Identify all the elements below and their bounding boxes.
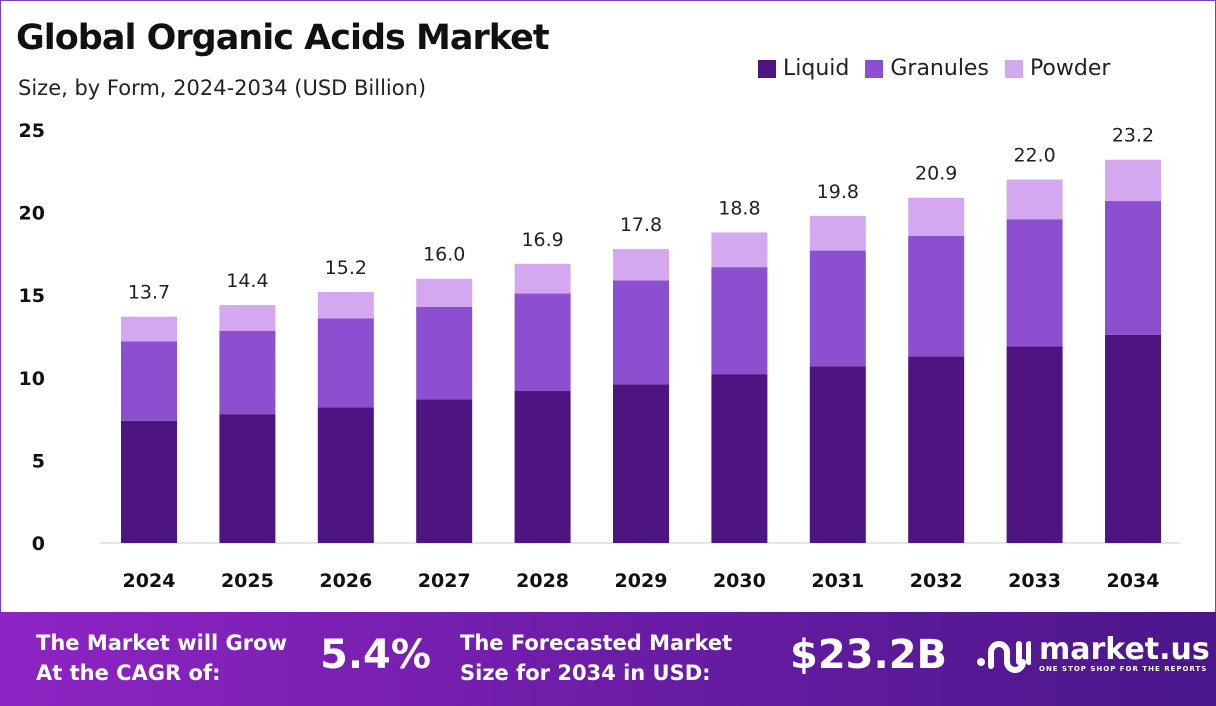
legend-swatch <box>758 59 776 78</box>
bar-granules-2028 <box>514 293 571 392</box>
bar-granules-2026 <box>317 318 374 408</box>
total-label: 23.2 <box>1112 125 1154 147</box>
legend: Liquid Granules Powder <box>758 56 1110 81</box>
x-tick-label: 2031 <box>811 570 864 592</box>
y-tick-label: 25 <box>19 120 45 142</box>
x-tick-label: 2025 <box>221 570 274 592</box>
total-label: 16.9 <box>521 229 563 251</box>
x-tick-label: 2028 <box>516 570 569 592</box>
bar-powder-2027 <box>416 278 473 307</box>
legend-label: Powder <box>1029 56 1111 81</box>
total-label: 20.9 <box>915 163 957 185</box>
chart: 0510152025202413.7202514.4202615.2202716… <box>19 120 1180 592</box>
chart-subtitle: Size, by Form, 2024-2034 (USD Billion) <box>18 76 427 100</box>
y-tick-label: 5 <box>32 450 45 472</box>
bar-liquid-2028 <box>514 391 571 543</box>
legend-item: Granules <box>865 56 989 81</box>
y-tick-label: 20 <box>19 203 45 225</box>
total-label: 16.0 <box>423 244 465 266</box>
bar-liquid-2024 <box>121 420 177 543</box>
x-tick-label: 2032 <box>910 570 963 592</box>
y-tick-label: 15 <box>19 285 45 307</box>
x-tick-label: 2033 <box>1008 570 1061 592</box>
bar-liquid-2025 <box>219 414 276 543</box>
x-tick-label: 2030 <box>713 570 766 592</box>
legend-swatch <box>1004 59 1023 78</box>
bar-liquid-2027 <box>416 399 473 543</box>
bar-granules-2031 <box>809 250 866 367</box>
y-tick-label: 0 <box>32 533 45 555</box>
legend-item: Powder <box>1004 56 1111 81</box>
legend-label: Liquid <box>783 56 850 81</box>
size-value: $23.2B <box>790 632 948 678</box>
cagr-label: The Market will Grow At the CAGR of: <box>36 631 287 685</box>
bar-liquid-2034 <box>1105 334 1161 543</box>
bar-liquid-2031 <box>809 366 866 543</box>
bar-liquid-2029 <box>613 384 669 543</box>
bar-liquid-2033 <box>1006 346 1063 543</box>
total-label: 18.8 <box>718 197 760 219</box>
bar-granules-2025 <box>219 330 276 415</box>
x-tick-label: 2034 <box>1107 570 1160 592</box>
bar-powder-2028 <box>514 263 571 294</box>
y-tick-label: 10 <box>19 368 45 390</box>
legend-swatch <box>865 59 884 78</box>
footer-banner: The Market will Grow At the CAGR of: 5.4%… <box>0 612 1216 706</box>
bar-liquid-2030 <box>711 374 768 543</box>
bar-powder-2034 <box>1105 159 1161 202</box>
bar-powder-2026 <box>317 291 374 319</box>
size-label: The Forecasted Market Size for 2034 in US… <box>460 631 733 685</box>
total-label: 22.0 <box>1013 145 1055 167</box>
bar-powder-2024 <box>121 316 177 342</box>
bar-powder-2029 <box>613 248 669 281</box>
x-tick-label: 2026 <box>319 570 372 592</box>
legend-item: Liquid <box>758 56 849 81</box>
cagr-value: 5.4% <box>320 632 431 678</box>
bar-liquid-2032 <box>908 356 965 543</box>
bar-powder-2032 <box>908 197 965 236</box>
bar-granules-2030 <box>711 267 768 375</box>
bar-granules-2032 <box>908 235 965 357</box>
chart-title: Global Organic Acids Market <box>16 18 550 58</box>
total-label: 19.8 <box>817 181 859 203</box>
legend-label: Granules <box>890 56 989 81</box>
total-label: 17.8 <box>620 214 662 236</box>
total-label: 15.2 <box>325 257 367 279</box>
bar-granules-2024 <box>121 341 177 421</box>
total-label: 13.7 <box>128 282 170 304</box>
x-tick-label: 2027 <box>418 570 471 592</box>
market-us-logo: market.us ONE STOP SHOP FOR THE REPORTS <box>975 632 1210 676</box>
bar-granules-2029 <box>613 280 669 385</box>
bar-liquid-2026 <box>317 407 374 543</box>
bar-powder-2031 <box>809 215 866 251</box>
x-tick-label: 2029 <box>615 570 668 592</box>
bar-powder-2030 <box>711 232 768 268</box>
bar-powder-2025 <box>219 305 276 331</box>
bar-powder-2033 <box>1006 179 1063 220</box>
logo-icon <box>977 641 1031 673</box>
x-tick-label: 2024 <box>123 570 176 592</box>
bar-granules-2034 <box>1105 201 1161 335</box>
bar-granules-2027 <box>416 306 473 400</box>
bar-granules-2033 <box>1006 219 1063 347</box>
total-label: 14.4 <box>226 270 268 292</box>
